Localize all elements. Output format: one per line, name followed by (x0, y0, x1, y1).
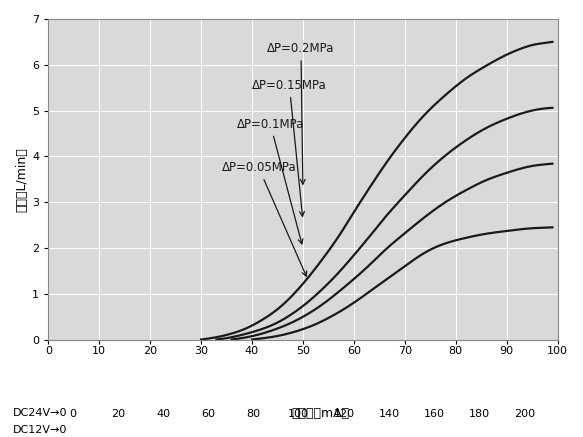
Text: 180: 180 (469, 409, 490, 419)
Text: ΔP=0.2MPa: ΔP=0.2MPa (267, 42, 335, 184)
Text: 0: 0 (69, 409, 76, 419)
Text: 120: 120 (333, 409, 354, 419)
Y-axis label: 流量（L/min）: 流量（L/min） (15, 147, 28, 212)
Text: 100: 100 (288, 409, 310, 419)
Text: ΔP=0.05MPa: ΔP=0.05MPa (222, 161, 307, 276)
Text: 200: 200 (514, 409, 535, 419)
Text: 80: 80 (247, 409, 261, 419)
Text: DC12V→0: DC12V→0 (13, 426, 67, 435)
Text: 40: 40 (156, 409, 170, 419)
Text: 140: 140 (378, 409, 400, 419)
Text: DC24V→0: DC24V→0 (13, 408, 67, 418)
Text: 電流値（mA）: 電流値（mA） (292, 406, 350, 420)
Text: ΔP=0.15MPa: ΔP=0.15MPa (252, 79, 326, 216)
Text: ΔP=0.1MPa: ΔP=0.1MPa (237, 118, 304, 244)
Text: 160: 160 (424, 409, 445, 419)
Text: 60: 60 (201, 409, 216, 419)
Text: 20: 20 (111, 409, 125, 419)
